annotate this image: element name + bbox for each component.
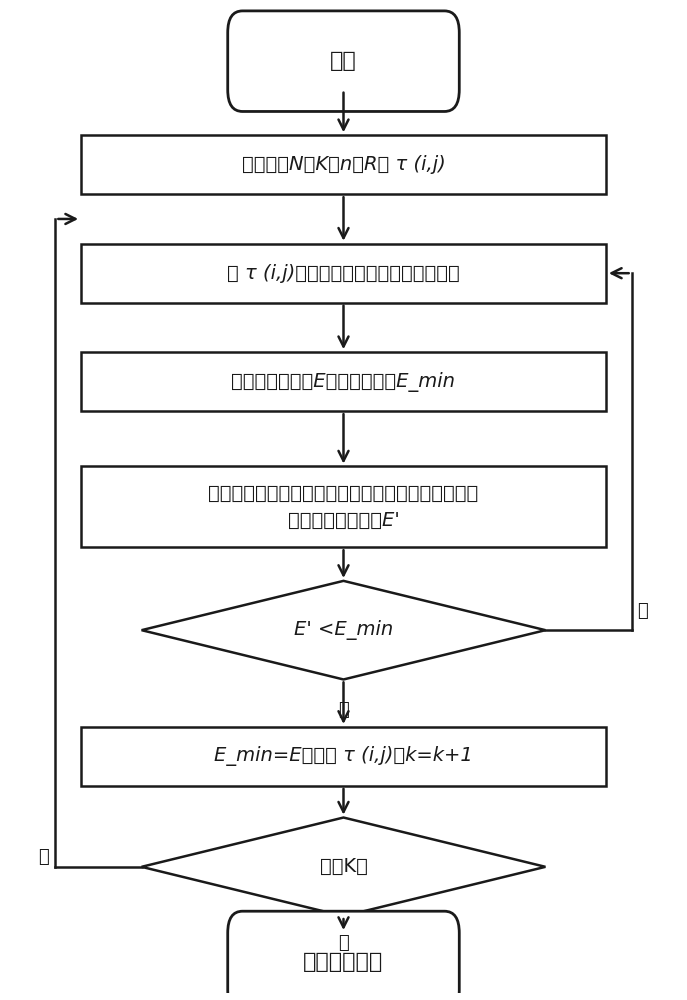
Text: 产生随机数矩阵，并更新当前路径集，计算新路径集
下的偏离误差总量E': 产生随机数矩阵，并更新当前路径集，计算新路径集 下的偏离误差总量E': [208, 484, 479, 530]
Text: 开始: 开始: [330, 51, 357, 71]
Text: 是: 是: [338, 934, 349, 952]
Text: E' <E_min: E' <E_min: [294, 620, 393, 640]
Text: E_min=E，更新 τ (i,j)，k=k+1: E_min=E，更新 τ (i,j)，k=k+1: [214, 746, 473, 766]
Text: 否: 否: [338, 701, 349, 719]
Text: 是: 是: [637, 602, 648, 620]
Bar: [81, 135, 606, 194]
Text: 输出聚类结果: 输出聚类结果: [304, 952, 383, 972]
Bar: [81, 727, 606, 786]
Text: 由 τ (i,j)确定蚂蚁行走路径，并做好标识: 由 τ (i,j)确定蚂蚁行走路径，并做好标识: [227, 264, 460, 283]
FancyBboxPatch shape: [227, 11, 460, 111]
FancyBboxPatch shape: [227, 911, 460, 1000]
Polygon shape: [142, 581, 545, 679]
Text: 迭代K次: 迭代K次: [319, 857, 368, 876]
Text: 求解聚类中心及E；确定并标记E_min: 求解聚类中心及E；确定并标记E_min: [232, 372, 455, 392]
Text: 否: 否: [38, 848, 49, 866]
Bar: [81, 244, 606, 303]
Text: 初始化：N、K、n、R及 τ (i,j): 初始化：N、K、n、R及 τ (i,j): [242, 155, 445, 174]
Bar: [81, 352, 606, 411]
Bar: [81, 466, 606, 547]
Polygon shape: [142, 818, 545, 916]
